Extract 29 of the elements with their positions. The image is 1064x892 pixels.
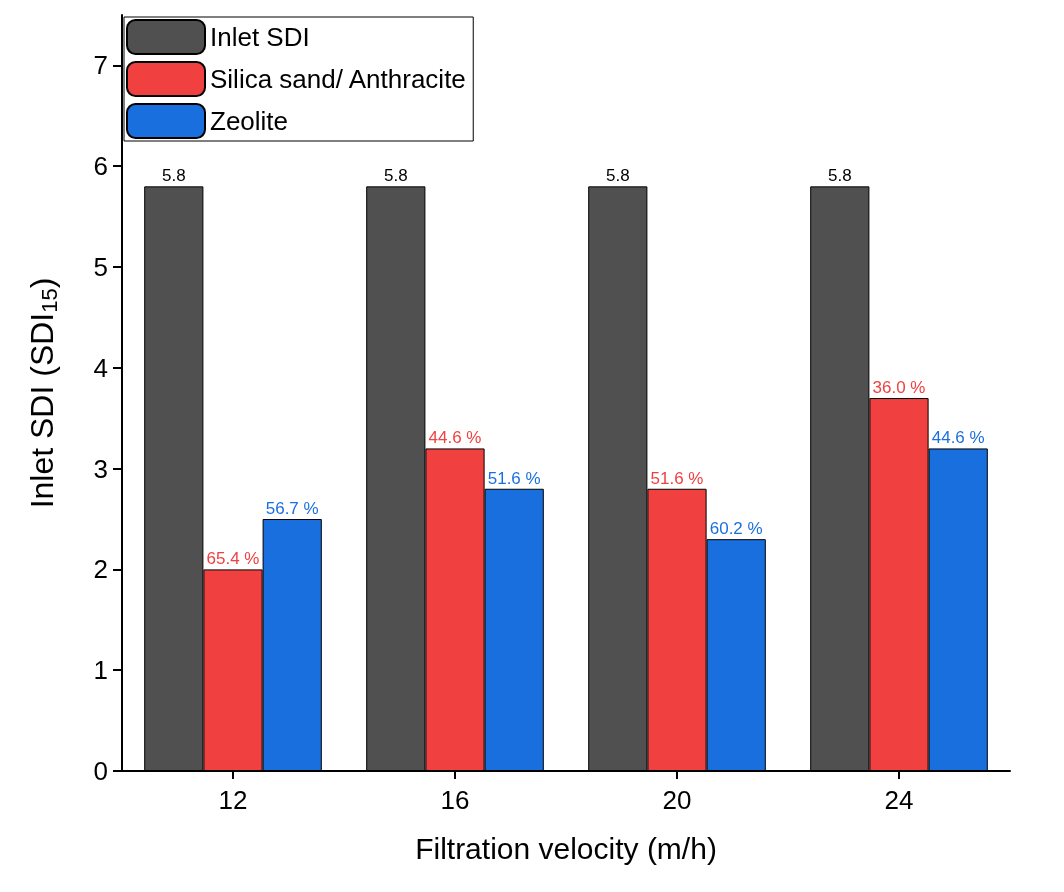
annotation: 60.2 % [709, 519, 763, 539]
x-tick-label: 12 [218, 785, 248, 815]
legend-label: Inlet SDI [210, 22, 310, 52]
legend-label: Silica sand/ Anthracite [210, 64, 466, 94]
data-label: 5.8 [605, 166, 630, 186]
y-tick-label: 2 [93, 554, 108, 585]
y-tick-label: 7 [93, 50, 108, 81]
data-label: 5.8 [383, 166, 408, 186]
annotation: 56.7 % [265, 499, 319, 518]
x-tick-label: 16 [440, 785, 470, 815]
y-tick-label: 0 [93, 756, 108, 786]
x-tick-label: 24 [884, 785, 914, 815]
y-axis-title: Inlet SDI (SDI15) [24, 277, 62, 509]
y-tick-label: 6 [93, 151, 108, 182]
data-label: 5.8 [161, 166, 186, 186]
annotation: 44.6 % [428, 428, 482, 448]
y-tick-label: 5 [93, 252, 108, 282]
annotation: 36.0 % [872, 378, 926, 398]
x-axis-title: Filtration velocity (m/h) [415, 831, 717, 865]
annotation: 51.6 % [487, 468, 541, 488]
x-tick-label: 20 [662, 785, 692, 815]
y-tick-label: 1 [93, 655, 108, 686]
y-tick-label: 4 [93, 352, 108, 383]
data-label: 5.8 [827, 166, 852, 186]
annotation: 65.4 % [206, 549, 260, 569]
legend-label: Zeolite [210, 106, 289, 136]
y-tick-label: 3 [93, 453, 108, 484]
annotation: 44.6 % [931, 428, 985, 448]
annotation: 51.6 % [650, 468, 704, 488]
